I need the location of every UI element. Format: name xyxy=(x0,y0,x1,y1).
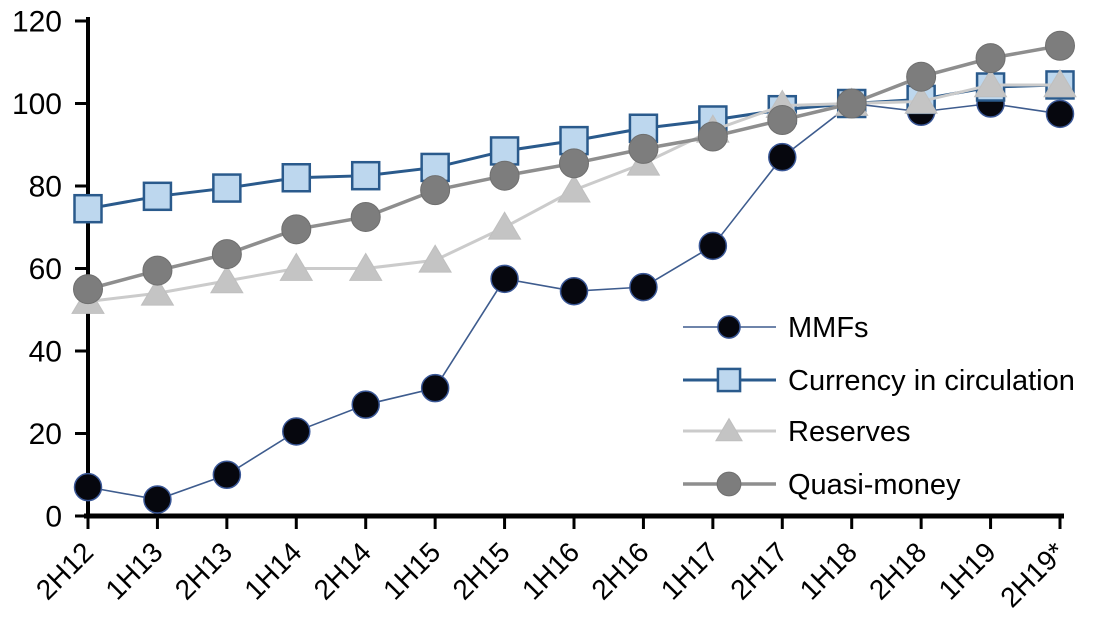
x-axis-tick-label: 1H13 xyxy=(99,536,168,605)
data-point-marker-quasi-money xyxy=(350,201,381,232)
y-axis-tick-label: 120 xyxy=(12,6,62,39)
data-point-marker-mmfs xyxy=(420,373,450,403)
data-point-marker-quasi-money xyxy=(975,43,1006,74)
legend-marker-circle-icon xyxy=(717,315,741,339)
legend-label: MMFs xyxy=(788,312,869,344)
data-point-marker-quasi-money xyxy=(489,160,520,191)
data-point-marker-reserves xyxy=(210,264,244,294)
data-point-marker-reserves xyxy=(973,68,1008,98)
legend-marker-triangle-icon xyxy=(715,417,743,442)
x-axis-tick-label: 1H14 xyxy=(238,536,307,605)
data-point-marker-currency-in-circulation xyxy=(212,173,242,203)
data-point-marker-quasi-money xyxy=(906,61,937,92)
x-axis-tick-label: 2H18 xyxy=(863,536,932,605)
legend-label: Reserves xyxy=(788,416,911,448)
y-axis-tick-label: 60 xyxy=(29,253,62,286)
data-point-marker-reserves xyxy=(140,277,175,306)
legend-label: Quasi-money xyxy=(788,469,961,501)
y-axis-tick-label: 80 xyxy=(29,171,62,204)
data-point-marker-quasi-money xyxy=(836,88,867,119)
y-axis-tick-label: 40 xyxy=(29,336,62,369)
data-point-marker-reserves xyxy=(279,252,314,281)
data-point-marker-mmfs xyxy=(768,142,797,172)
legend-marker-circle-icon xyxy=(716,471,742,497)
x-axis-tick-label: 2H13 xyxy=(169,536,238,605)
data-point-marker-currency-in-circulation xyxy=(489,136,520,166)
x-axis-tick-label: 1H19 xyxy=(933,536,1002,605)
data-point-marker-mmfs xyxy=(351,390,380,419)
legend-item-quasi-money: Quasi-money xyxy=(683,469,961,501)
legend: MMFs Currency in circulation Reserves Quasi… xyxy=(683,312,1075,501)
data-point-marker-quasi-money xyxy=(559,148,589,179)
legend-item-mmfs: MMFs xyxy=(683,312,869,344)
x-axis-tick-label: 2H14 xyxy=(308,536,377,605)
data-point-marker-quasi-money xyxy=(211,239,242,270)
data-point-marker-quasi-money xyxy=(73,274,103,305)
data-point-marker-quasi-money xyxy=(1045,30,1075,61)
data-point-marker-mmfs xyxy=(282,417,311,446)
y-axis-tick-label: 20 xyxy=(29,418,62,451)
data-point-marker-mmfs xyxy=(490,264,519,294)
data-point-marker-reserves xyxy=(418,244,452,273)
data-point-marker-quasi-money xyxy=(420,175,451,206)
y-axis-tick-label: 0 xyxy=(45,501,62,534)
data-point-marker-mmfs xyxy=(698,231,728,261)
data-point-marker-quasi-money xyxy=(767,105,798,135)
x-axis-tick-label: 2H19* xyxy=(994,536,1071,613)
data-point-marker-mmfs xyxy=(212,460,242,489)
x-axis-tick-label: 1H17 xyxy=(655,536,724,605)
data-point-marker-mmfs xyxy=(143,485,172,514)
legend-item-reserves: Reserves xyxy=(683,416,911,448)
data-point-marker-reserves xyxy=(1043,68,1077,98)
data-point-marker-quasi-money xyxy=(697,121,728,152)
x-axis-tick-label: 1H15 xyxy=(377,536,446,605)
data-point-marker-reserves xyxy=(557,174,591,203)
data-point-marker-currency-in-circulation xyxy=(142,181,173,212)
data-point-marker-reserves xyxy=(348,252,383,281)
data-point-marker-quasi-money xyxy=(142,255,173,286)
data-point-marker-mmfs xyxy=(73,472,103,502)
data-point-marker-currency-in-circulation xyxy=(281,163,312,193)
series-quasi-money xyxy=(73,30,1075,305)
x-axis-tick-label: 2H12 xyxy=(30,536,99,605)
y-axis-tick-label: 100 xyxy=(12,88,62,121)
data-point-marker-mmfs xyxy=(559,276,589,306)
data-point-marker-currency-in-circulation xyxy=(350,160,381,191)
data-point-marker-mmfs xyxy=(629,272,658,302)
data-point-marker-quasi-money xyxy=(281,214,312,245)
data-point-marker-mmfs xyxy=(1045,99,1075,129)
data-point-marker-reserves xyxy=(904,85,938,114)
data-point-marker-reserves xyxy=(487,211,522,240)
x-axis-tick-label: 2H15 xyxy=(447,536,516,605)
data-point-marker-quasi-money xyxy=(628,133,659,164)
x-axis-tick-label: 1H18 xyxy=(794,536,863,605)
x-axis-tick-label: 1H16 xyxy=(516,536,585,605)
legend-marker-square-icon xyxy=(716,367,742,393)
x-axis-tick-label: 2H17 xyxy=(724,536,793,605)
legend-label: Currency in circulation xyxy=(788,365,1075,397)
x-axis-tick-label: 2H16 xyxy=(585,536,654,605)
data-point-marker-currency-in-circulation xyxy=(73,193,103,224)
legend-item-currency-in-circulation: Currency in circulation xyxy=(683,365,1075,397)
